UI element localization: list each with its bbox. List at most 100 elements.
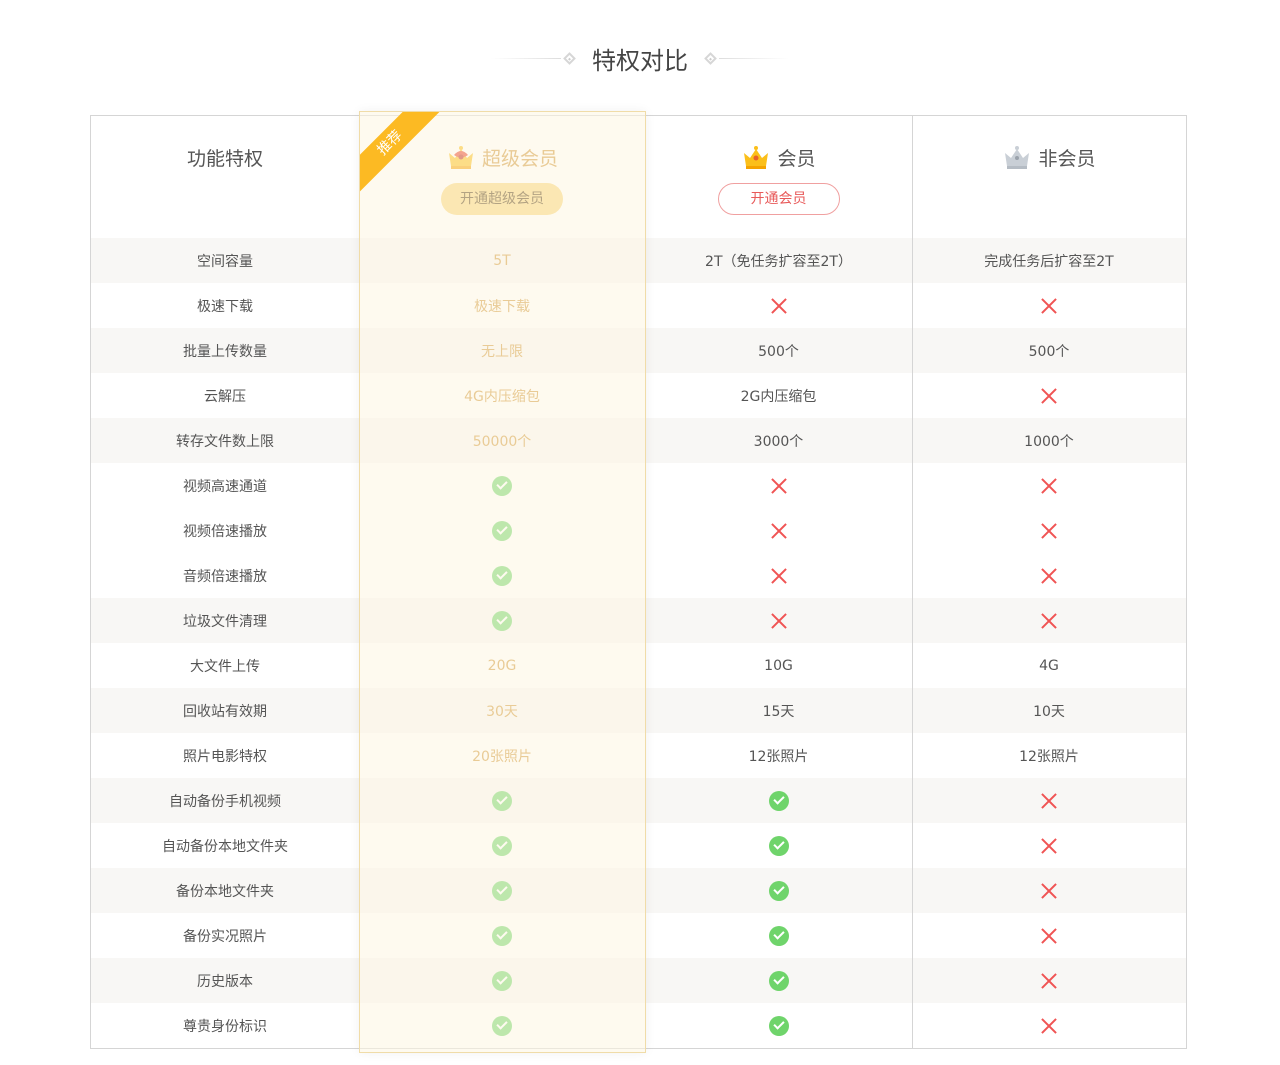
check-icon [768, 835, 789, 856]
cell-feature: 尊贵身份标识 [183, 1018, 267, 1035]
table-row: 批量上传数量 无上限 500个 500个 [91, 328, 1186, 373]
cell-feature: 云解压 [204, 388, 246, 405]
cross-icon [771, 478, 787, 494]
cell-super [359, 598, 645, 643]
header-vip: 会员 开通会员 [645, 116, 912, 238]
table-row: 尊贵身份标识 [91, 1003, 1186, 1048]
check-icon [768, 925, 789, 946]
cell-feature: 回收站有效期 [183, 703, 267, 720]
table-row: 视频高速通道 [91, 463, 1186, 508]
table-row: 云解压 4G内压缩包 2G内压缩包 [91, 373, 1186, 418]
check-icon [492, 565, 512, 586]
cell-free: 1000个 [1024, 433, 1074, 450]
table-row: 空间容量 5T 2T（免任务扩容至2T） 完成任务后扩容至2T [91, 238, 1186, 283]
cell-free [912, 1003, 1186, 1048]
header-super-vip-title: 超级会员 [359, 144, 645, 171]
divider [491, 57, 561, 59]
cell-super [359, 463, 645, 508]
cell-super: 4G内压缩包 [464, 388, 540, 405]
cell-vip [645, 868, 912, 913]
column-divider [912, 116, 913, 1048]
cell-super: 无上限 [481, 343, 523, 360]
super-vip-name: 超级会员 [481, 148, 558, 170]
cell-feature: 空间容量 [197, 253, 253, 270]
cell-feature: 备份本地文件夹 [176, 883, 274, 900]
table-row: 照片电影特权 20张照片 12张照片 12张照片 [91, 733, 1186, 778]
cell-free [912, 553, 1186, 598]
table-row: 转存文件数上限 50000个 3000个 1000个 [91, 418, 1186, 463]
cell-vip: 500个 [758, 343, 799, 360]
cell-free [912, 508, 1186, 553]
cross-icon [1041, 838, 1057, 854]
cell-super [359, 823, 645, 868]
table-header: 功能特权 超级会员 开通超级会员 会员 开通会员 非会员 [91, 116, 1186, 238]
check-icon [768, 1015, 789, 1036]
cross-icon [1041, 928, 1057, 944]
cell-super [359, 508, 645, 553]
cell-vip: 2T（免任务扩容至2T） [705, 253, 852, 270]
cross-icon [771, 523, 787, 539]
cross-icon [1041, 388, 1057, 404]
open-super-vip-button[interactable]: 开通超级会员 [441, 183, 563, 215]
check-icon [492, 475, 512, 496]
cell-vip [645, 283, 912, 328]
table-row: 视频倍速播放 [91, 508, 1186, 553]
header-vip-title: 会员 [645, 144, 912, 171]
cell-super [359, 778, 645, 823]
cell-feature: 垃圾文件清理 [183, 613, 267, 630]
cross-icon [771, 298, 787, 314]
cell-free [912, 373, 1186, 418]
diamond-icon [704, 51, 717, 65]
cell-free [912, 913, 1186, 958]
cross-icon [1041, 478, 1057, 494]
table-row: 备份实况照片 [91, 913, 1186, 958]
cell-vip: 3000个 [753, 433, 804, 450]
cell-vip [645, 913, 912, 958]
cell-free [912, 823, 1186, 868]
check-icon [492, 880, 512, 901]
cell-feature: 音频倍速播放 [183, 568, 267, 585]
free-name: 非会员 [1038, 148, 1096, 170]
cell-feature: 大文件上传 [190, 658, 260, 675]
cell-free [912, 283, 1186, 328]
cell-free [912, 868, 1186, 913]
cell-super [359, 913, 645, 958]
cell-super: 30天 [486, 703, 518, 720]
cell-vip [645, 508, 912, 553]
cell-free [912, 463, 1186, 508]
vip-name: 会员 [777, 148, 816, 170]
cell-feature: 转存文件数上限 [176, 433, 274, 450]
cell-vip [645, 463, 912, 508]
cell-feature: 自动备份本地文件夹 [162, 838, 288, 855]
cell-feature: 备份实况照片 [183, 928, 267, 945]
cell-vip [645, 958, 912, 1003]
cross-icon [1041, 1018, 1057, 1034]
cross-icon [1041, 568, 1057, 584]
table-row: 自动备份本地文件夹 [91, 823, 1186, 868]
section-title: 特权对比 [0, 38, 1280, 78]
cell-free: 12张照片 [1019, 748, 1079, 765]
cell-free: 完成任务后扩容至2T [984, 253, 1114, 270]
table-row: 自动备份手机视频 [91, 778, 1186, 823]
diamond-icon [563, 51, 576, 65]
check-icon [492, 925, 512, 946]
crown-gold-red-icon [448, 145, 473, 169]
cell-super [359, 553, 645, 598]
cell-free [912, 958, 1186, 1003]
check-icon [492, 1015, 512, 1036]
cell-feature: 历史版本 [197, 973, 253, 990]
divider [719, 57, 789, 59]
cell-super: 50000个 [472, 433, 532, 450]
cell-feature: 批量上传数量 [183, 343, 267, 360]
cell-feature: 照片电影特权 [183, 748, 267, 765]
table-row: 备份本地文件夹 [91, 868, 1186, 913]
comparison-table: 功能特权 超级会员 开通超级会员 会员 开通会员 非会员 空间容量 5T 2T（免任… [90, 115, 1187, 1049]
cell-free: 500个 [1028, 343, 1070, 360]
cell-super [359, 868, 645, 913]
crown-gold-icon [744, 145, 769, 169]
check-icon [768, 970, 789, 991]
open-vip-button[interactable]: 开通会员 [717, 183, 840, 215]
table-row: 回收站有效期 30天 15天 10天 [91, 688, 1186, 733]
cell-free: 4G [1039, 657, 1059, 674]
check-icon [492, 835, 512, 856]
